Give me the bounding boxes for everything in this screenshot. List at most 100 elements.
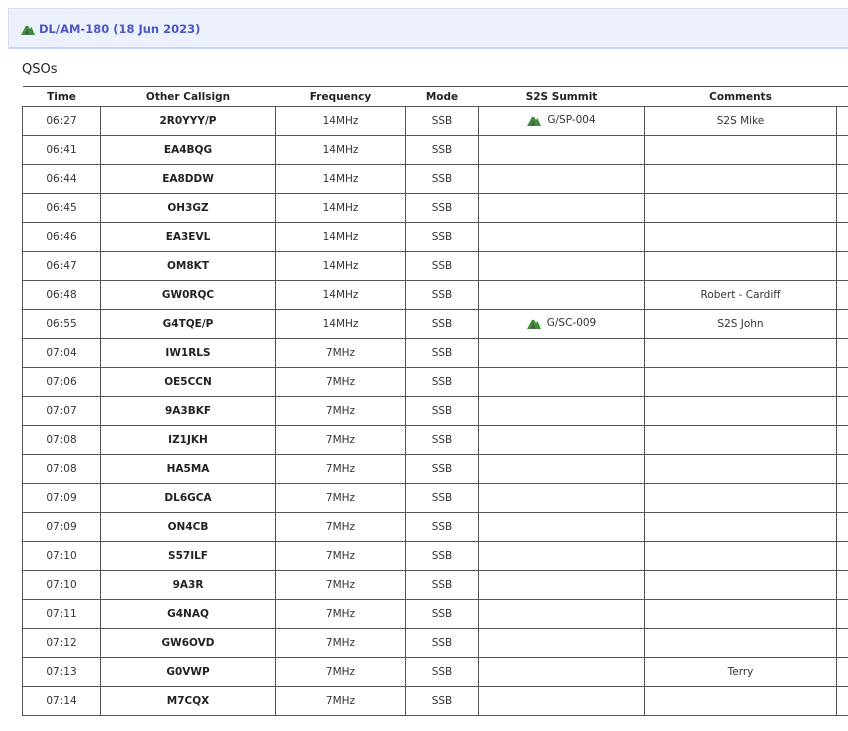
callsign-cell: S57ILF	[100, 541, 276, 571]
callsign-cell: M7CQX	[100, 686, 276, 716]
mode-cell: SSB	[405, 628, 479, 658]
mode-cell: SSB	[405, 483, 479, 513]
mode-cell: SSB	[405, 425, 479, 455]
s2s-summit-cell	[478, 657, 645, 687]
comments-cell	[644, 135, 837, 165]
s2s-summit-cell	[478, 454, 645, 484]
time-cell: 06:48	[22, 280, 101, 310]
table-row: 07:14 M7CQX 7MHz SSB	[22, 686, 848, 716]
time-cell: 06:44	[22, 164, 101, 194]
callsign-cell: OE5CCN	[100, 367, 276, 397]
time-cell: 06:27	[22, 106, 101, 136]
callsign-cell: ON4CB	[100, 512, 276, 542]
mode-cell: SSB	[405, 338, 479, 368]
callsign-cell: 2R0YYY/P	[100, 106, 276, 136]
time-cell: 07:09	[22, 512, 101, 542]
summit-link[interactable]: G/SC-009	[526, 317, 596, 329]
table-row: 07:13 G0VWP 7MHz SSB Terry	[22, 657, 848, 687]
comments-cell	[644, 454, 837, 484]
mode-cell: SSB	[405, 599, 479, 629]
frequency-cell: 7MHz	[275, 338, 406, 368]
extra-cell	[836, 425, 848, 455]
comments-cell	[644, 541, 837, 571]
s2s-summit-cell	[478, 338, 645, 368]
table-row: 07:09 DL6GCA 7MHz SSB	[22, 483, 848, 513]
s2s-summit-cell	[478, 541, 645, 571]
frequency-cell: 7MHz	[275, 512, 406, 542]
mode-cell: SSB	[405, 193, 479, 223]
activation-header: DL/AM-180 (18 Jun 2023)	[8, 8, 848, 49]
mode-cell: SSB	[405, 106, 479, 136]
table-row: 06:55 G4TQE/P 14MHz SSB G/SC-009 S2S Joh…	[22, 309, 848, 339]
extra-cell	[836, 657, 848, 687]
mode-cell: SSB	[405, 280, 479, 310]
s2s-summit-cell: G/SP-004	[478, 106, 645, 136]
frequency-cell: 7MHz	[275, 454, 406, 484]
frequency-cell: 14MHz	[275, 135, 406, 165]
comments-cell: S2S John	[644, 309, 837, 339]
callsign-cell: EA4BQG	[100, 135, 276, 165]
frequency-cell: 14MHz	[275, 106, 406, 136]
s2s-summit-cell	[478, 164, 645, 194]
callsign-cell: OH3GZ	[100, 193, 276, 223]
s2s-summit-cell	[478, 280, 645, 310]
extra-cell	[836, 338, 848, 368]
qso-table: Time Other Callsign Frequency Mode S2S S…	[22, 86, 848, 716]
mountain-icon	[21, 24, 35, 35]
extra-cell	[836, 367, 848, 397]
mode-cell: SSB	[405, 454, 479, 484]
table-row: 06:41 EA4BQG 14MHz SSB	[22, 135, 848, 165]
time-cell: 07:09	[22, 483, 101, 513]
s2s-summit-cell	[478, 396, 645, 426]
callsign-cell: GW0RQC	[100, 280, 276, 310]
comments-cell	[644, 164, 837, 194]
frequency-cell: 14MHz	[275, 193, 406, 223]
frequency-cell: 7MHz	[275, 367, 406, 397]
comments-cell	[644, 483, 837, 513]
comments-cell	[644, 570, 837, 600]
extra-cell	[836, 106, 848, 136]
extra-cell	[836, 570, 848, 600]
frequency-cell: 7MHz	[275, 483, 406, 513]
extra-cell	[836, 483, 848, 513]
s2s-summit-cell	[478, 512, 645, 542]
extra-cell	[836, 512, 848, 542]
frequency-cell: 7MHz	[275, 541, 406, 571]
table-row: 07:08 IZ1JKH 7MHz SSB	[22, 425, 848, 455]
frequency-cell: 7MHz	[275, 599, 406, 629]
s2s-summit-cell	[478, 251, 645, 281]
table-row: 07:10 S57ILF 7MHz SSB	[22, 541, 848, 571]
s2s-summit-cell	[478, 193, 645, 223]
comments-cell	[644, 367, 837, 397]
time-cell: 07:14	[22, 686, 101, 716]
column-header-mode: Mode	[405, 86, 479, 107]
callsign-cell: IW1RLS	[100, 338, 276, 368]
mode-cell: SSB	[405, 309, 479, 339]
extra-cell	[836, 541, 848, 571]
table-row: 07:07 9A3BKF 7MHz SSB	[22, 396, 848, 426]
callsign-cell: IZ1JKH	[100, 425, 276, 455]
comments-cell	[644, 251, 837, 281]
frequency-cell: 14MHz	[275, 164, 406, 194]
mode-cell: SSB	[405, 512, 479, 542]
column-header-extra	[836, 86, 848, 107]
frequency-cell: 7MHz	[275, 425, 406, 455]
column-header-time: Time	[22, 86, 101, 107]
mode-cell: SSB	[405, 541, 479, 571]
time-cell: 07:11	[22, 599, 101, 629]
activation-title-link[interactable]: DL/AM-180 (18 Jun 2023)	[21, 22, 200, 36]
s2s-summit-cell	[478, 628, 645, 658]
time-cell: 07:13	[22, 657, 101, 687]
frequency-cell: 14MHz	[275, 251, 406, 281]
mode-cell: SSB	[405, 222, 479, 252]
time-cell: 07:07	[22, 396, 101, 426]
callsign-cell: DL6GCA	[100, 483, 276, 513]
frequency-cell: 14MHz	[275, 280, 406, 310]
activation-title: DL/AM-180 (18 Jun 2023)	[39, 22, 201, 36]
summit-ref: G/SP-004	[547, 113, 596, 126]
s2s-summit-cell	[478, 367, 645, 397]
column-header-comments: Comments	[644, 86, 837, 107]
time-cell: 07:10	[22, 541, 101, 571]
s2s-summit-cell	[478, 222, 645, 252]
summit-link[interactable]: G/SP-004	[527, 113, 596, 126]
